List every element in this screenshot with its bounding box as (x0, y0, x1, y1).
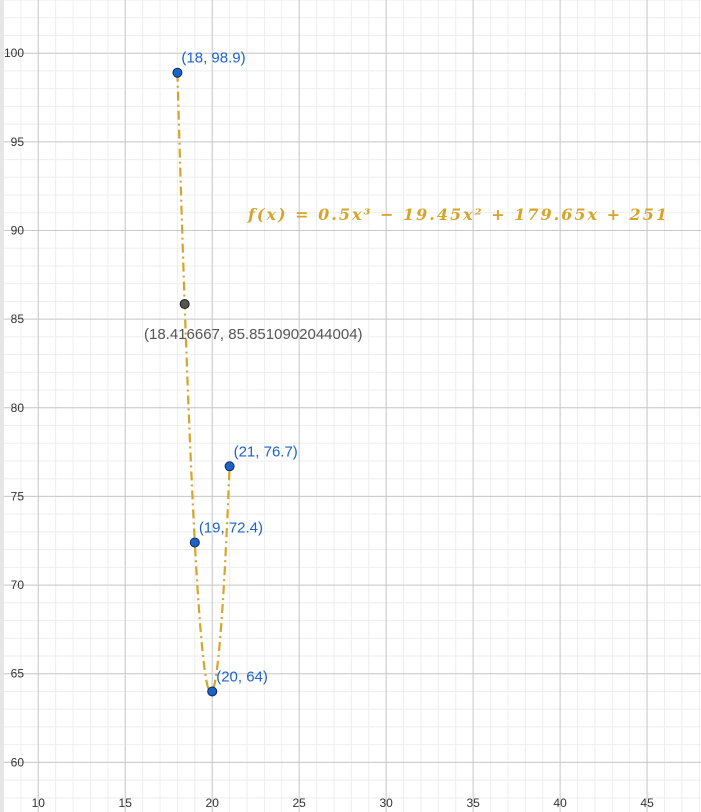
data-point-label: (20, 64) (216, 668, 268, 685)
data-point-marker[interactable] (224, 461, 235, 472)
x-tick-label: 20 (206, 796, 220, 810)
y-tick-label: 75 (11, 489, 25, 503)
data-point-label: (19, 72.4) (199, 520, 263, 537)
left-edge-strip (0, 0, 4, 812)
y-tick-label: 60 (11, 755, 25, 769)
function-label: f(x) = 0.5x³ − 19.45x² + 179.65x + 251 (247, 205, 669, 224)
data-point-label: (21, 76.7) (234, 443, 298, 460)
x-tick-label: 35 (466, 796, 480, 810)
x-axis-tick-labels: 10 15 20 25 30 35 40 45 (32, 796, 654, 810)
special-point-label: (18.416667, 85.8510902044004) (144, 326, 363, 343)
data-point-marker[interactable] (207, 686, 218, 697)
x-tick-label: 25 (293, 796, 307, 810)
special-point-marker[interactable] (179, 299, 190, 310)
x-tick-label: 10 (32, 796, 46, 810)
data-point-marker[interactable] (189, 537, 200, 548)
x-tick-label: 40 (553, 796, 567, 810)
y-tick-label: 95 (11, 135, 25, 149)
y-axis-tick-labels: 60 65 70 75 80 85 90 95 100 (4, 46, 24, 769)
x-tick-label: 30 (379, 796, 393, 810)
y-tick-label: 100 (4, 46, 24, 60)
special-point-group[interactable]: (18.416667, 85.8510902044004) (144, 299, 363, 343)
x-tick-label: 45 (640, 796, 654, 810)
data-point-marker[interactable] (172, 67, 183, 78)
y-tick-label: 80 (11, 401, 25, 415)
data-point-label: (18, 98.9) (181, 50, 245, 67)
data-points[interactable]: (18, 98.9) (19, 72.4) (20, 64) (21, 76.7) (172, 50, 298, 697)
x-tick-label: 15 (119, 796, 133, 810)
y-tick-label: 65 (11, 667, 25, 681)
function-curve[interactable] (176, 72, 231, 694)
y-tick-label: 85 (11, 312, 25, 326)
y-tick-label: 70 (11, 578, 25, 592)
y-tick-label: 90 (11, 223, 25, 237)
